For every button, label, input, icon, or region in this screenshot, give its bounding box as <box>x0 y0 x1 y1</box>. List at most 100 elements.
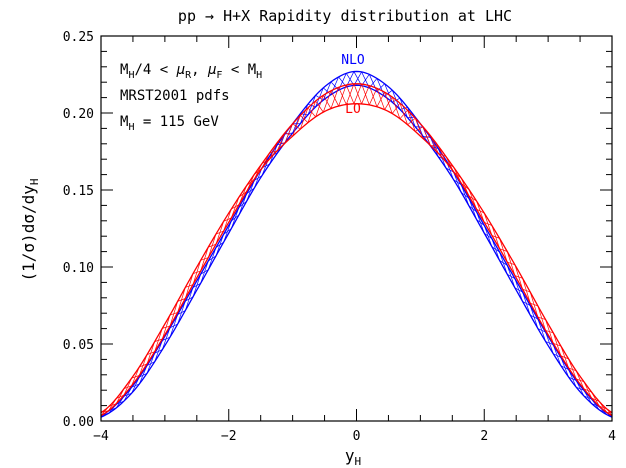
band-hatch-line <box>177 287 186 313</box>
y-tick-label: 0.10 <box>63 261 94 276</box>
band-hatch-line <box>161 327 171 350</box>
band-hatch-line <box>184 273 194 299</box>
band-hatch-lo <box>101 83 612 416</box>
band-hatch-line <box>422 126 431 146</box>
band-hatch-line <box>537 328 546 333</box>
annotation-higgs-mass: MH = 115 GeV <box>120 114 219 133</box>
band-hatch-line <box>422 135 431 139</box>
band-hatch-line <box>330 76 339 95</box>
band-hatch-line <box>476 208 485 214</box>
band-hatch-line <box>507 261 516 266</box>
band-hatch-line <box>568 376 577 381</box>
band-hatch-line <box>445 167 454 173</box>
band-hatch-line <box>184 287 194 311</box>
series-label-lo: LO <box>345 102 361 117</box>
band-hatch-line <box>169 314 178 338</box>
band-hatch-line <box>200 247 209 272</box>
band-hatch-line <box>353 83 362 104</box>
band-hatch-line <box>583 388 592 393</box>
band-hatch-line <box>330 87 339 109</box>
band-hatch-line <box>530 302 539 307</box>
band-hatch-line <box>514 275 523 279</box>
band-hatch-line <box>530 314 539 320</box>
band-hatch-line <box>499 260 508 266</box>
band-hatch-line <box>545 341 554 346</box>
band-hatch-line <box>276 132 286 151</box>
band-hatch-line <box>414 118 424 139</box>
band-hatch-line <box>399 98 408 118</box>
annotation-scales: MH/4 < μR, μF < MH <box>120 62 262 81</box>
band-hatch-line <box>192 260 201 285</box>
y-tick-label: 0.15 <box>63 184 94 199</box>
series-nlo-upper <box>101 70 612 417</box>
band-hatch-line <box>576 386 585 391</box>
band-hatch-line <box>192 274 201 297</box>
band-hatch-line <box>476 200 485 223</box>
plot-frame <box>100 35 613 422</box>
x-axis-label: yH <box>345 446 361 468</box>
band-hatch-line <box>154 340 163 362</box>
band-hatch-line <box>407 110 416 132</box>
x-tick-label: 2 <box>480 429 488 444</box>
band-hatch-line <box>207 233 217 258</box>
x-tick-label: −4 <box>93 429 109 444</box>
band-hatch-line <box>154 328 163 352</box>
band-hatch-line <box>368 88 378 106</box>
band-hatch-line <box>407 117 416 126</box>
band-hatch-line <box>200 260 209 284</box>
band-hatch-line <box>499 248 508 252</box>
band-hatch-line <box>491 235 500 239</box>
series-nlo-lower <box>101 84 612 418</box>
series-lo-lower <box>101 103 612 417</box>
chart-title: pp → H+X Rapidity distribution at LHC <box>178 7 512 25</box>
band-hatch-line <box>131 366 140 386</box>
y-tick-label: 0.25 <box>63 30 94 45</box>
band-hatch-line <box>575 370 585 389</box>
axis-tick-labels: −4 −2 0 2 4 0.00 0.05 0.10 0.15 0.20 0.25 <box>63 30 616 444</box>
x-tick-label: −2 <box>221 429 237 444</box>
band-hatch-line <box>553 342 562 347</box>
band-hatch-line <box>361 85 370 105</box>
x-tick-label: 0 <box>353 429 361 444</box>
band-hatch-line <box>277 142 285 144</box>
band-hatch-line <box>207 247 217 270</box>
band-hatch-line <box>553 353 562 358</box>
band-hatch-line <box>338 84 347 107</box>
band-hatch-line <box>299 104 309 124</box>
y-axis-label: (1/σ)dσ/dyH <box>19 179 41 282</box>
series-lo-upper <box>101 83 612 414</box>
y-axis-label-sub: H <box>28 179 41 186</box>
band-hatch-line <box>384 96 393 110</box>
band-hatch-line <box>146 341 155 365</box>
band-hatch-line <box>391 102 401 114</box>
band-hatch-line <box>345 83 355 105</box>
y-tick-label: 0.20 <box>63 107 94 122</box>
band-hatch-line <box>399 110 408 119</box>
band-hatch-line <box>161 314 171 340</box>
band-hatch-line <box>215 221 224 245</box>
band-hatch-line <box>430 135 439 154</box>
band-hatch-line <box>545 330 554 334</box>
band-hatch-line <box>223 208 232 232</box>
x-tick-label: 4 <box>608 429 616 444</box>
band-hatch-line <box>399 106 408 110</box>
band-hatch-line <box>307 100 316 123</box>
band-hatch-line <box>407 107 416 127</box>
band-hatch-line <box>568 358 577 380</box>
band-hatch-line <box>560 355 569 360</box>
band-hatch-line <box>269 150 278 154</box>
y-axis-label-main: (1/σ)dσ/dy <box>19 185 38 282</box>
band-hatch-line <box>322 90 332 113</box>
annotation-pdfs: MRST2001 pdfs <box>120 88 230 104</box>
series-label-nlo: NLO <box>341 53 365 68</box>
band-hatch-line <box>399 103 408 125</box>
band-hatch-line <box>138 354 148 376</box>
band-hatch-line <box>568 367 577 372</box>
band-hatch-line <box>522 301 531 306</box>
band-hatch-line <box>376 83 385 92</box>
band-hatch-line <box>415 126 424 132</box>
y-tick-label: 0.05 <box>63 338 94 353</box>
band-hatch-line <box>514 287 523 293</box>
band-hatch-line <box>537 316 546 320</box>
